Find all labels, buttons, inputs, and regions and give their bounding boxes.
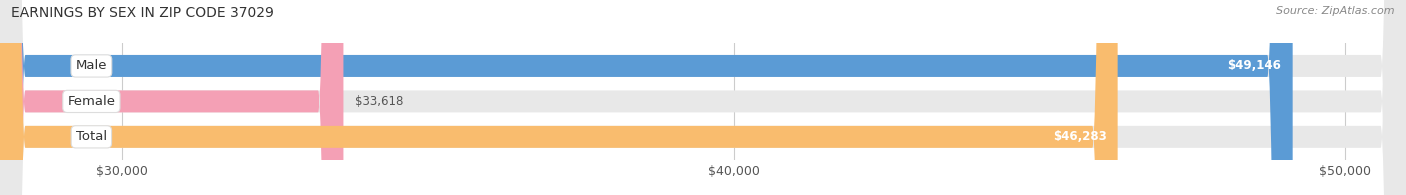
- Text: Female: Female: [67, 95, 115, 108]
- Text: $46,283: $46,283: [1053, 130, 1107, 143]
- Text: EARNINGS BY SEX IN ZIP CODE 37029: EARNINGS BY SEX IN ZIP CODE 37029: [11, 6, 274, 20]
- Text: Source: ZipAtlas.com: Source: ZipAtlas.com: [1277, 6, 1395, 16]
- FancyBboxPatch shape: [0, 0, 1118, 195]
- FancyBboxPatch shape: [0, 0, 1292, 195]
- Text: $33,618: $33,618: [354, 95, 404, 108]
- FancyBboxPatch shape: [0, 0, 343, 195]
- Text: Total: Total: [76, 130, 107, 143]
- Text: $49,146: $49,146: [1227, 59, 1281, 73]
- Text: Male: Male: [76, 59, 107, 73]
